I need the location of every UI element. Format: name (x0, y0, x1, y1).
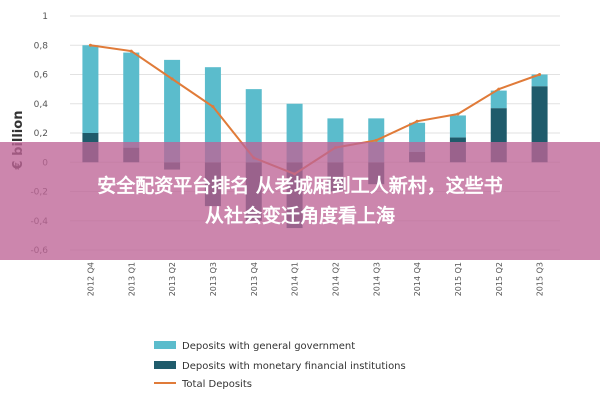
x-tick-label: 2014 Q4 (413, 262, 422, 296)
x-axis-ticks: 2012 Q4 2013 Q1 2013 Q2 2013 Q3 2013 Q4 2014 … (86, 262, 544, 296)
y-tick-label: 1 (42, 12, 48, 22)
y-tick-label: 0,4 (34, 100, 49, 110)
legend-label-mfi: Deposits with monetary financial institu… (182, 361, 406, 372)
total-deposits-point (129, 49, 133, 53)
x-tick-label: 2012 Q4 (86, 262, 95, 296)
bar-general-government (164, 59, 181, 163)
watermark-banner: 安全配资平台排名 从老城厢到工人新村，这些书 从社会变迁角度看上海 (0, 142, 600, 260)
bar-general-government (490, 90, 507, 109)
total-deposits-point (211, 105, 215, 109)
y-tick-label: 0,2 (34, 129, 48, 139)
legend-swatch-mfi (154, 361, 176, 369)
total-deposits-point (538, 73, 542, 76)
x-tick-label: 2014 Q3 (372, 262, 381, 296)
x-tick-label: 2015 Q2 (495, 262, 504, 296)
x-tick-label: 2013 Q4 (250, 262, 259, 296)
total-deposits-point (170, 77, 174, 81)
x-tick-label: 2015 Q1 (454, 262, 463, 296)
legend: Deposits with general government Deposit… (154, 341, 406, 390)
x-tick-label: 2013 Q3 (209, 262, 218, 296)
banner-line-1: 安全配资平台排名 从老城厢到工人新村，这些书 (97, 175, 503, 197)
legend-label-general-government: Deposits with general government (182, 341, 355, 352)
legend-swatch-general-government (154, 341, 176, 349)
x-tick-label: 2014 Q1 (291, 262, 300, 296)
x-tick-label: 2013 Q1 (127, 262, 136, 296)
x-tick-label: 2015 Q3 (536, 262, 545, 296)
total-deposits-point (88, 43, 92, 47)
bar-general-government (531, 74, 548, 87)
y-tick-label: 0,8 (34, 41, 49, 51)
total-deposits-point (456, 112, 460, 116)
bar-general-government (204, 67, 221, 163)
legend-label-total: Total Deposits (181, 379, 252, 390)
bar-general-government (123, 52, 140, 148)
x-tick-label: 2013 Q2 (168, 262, 177, 296)
total-deposits-point (497, 87, 501, 91)
bar-general-government (82, 45, 99, 133)
banner-line-2: 从社会变迁角度看上海 (204, 205, 395, 227)
total-deposits-point (415, 119, 419, 123)
bar-general-government (449, 115, 466, 138)
total-deposits-point (374, 138, 378, 142)
y-tick-label: 0,6 (34, 71, 49, 81)
x-tick-label: 2014 Q2 (331, 262, 340, 296)
